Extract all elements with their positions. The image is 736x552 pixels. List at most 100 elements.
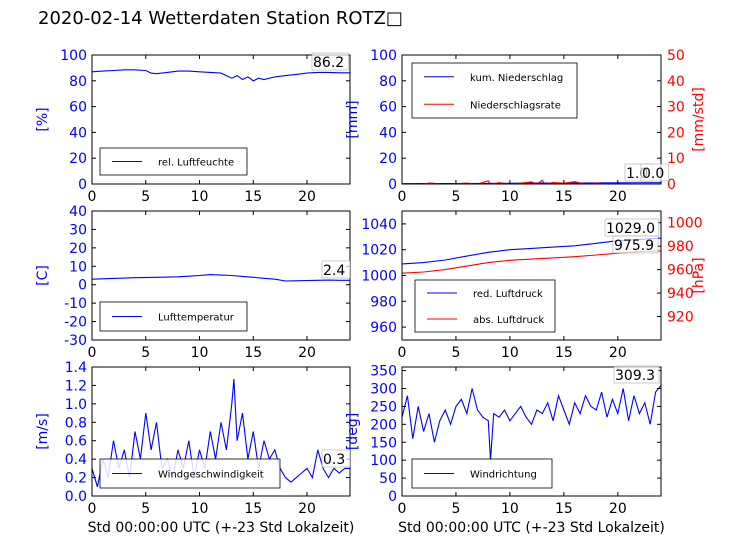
x-tick-label: 10 — [191, 189, 209, 205]
legend: Lufttemperatur — [99, 301, 248, 332]
y-tick-label: 0.4 — [65, 452, 87, 468]
y-tick-label: 150 — [370, 435, 397, 451]
y-tick-label: 980 — [370, 294, 397, 310]
x-tick-label: 20 — [609, 345, 627, 361]
legend: Windgeschwindigkeit — [99, 458, 281, 489]
y-tick-label: 20 — [379, 151, 397, 167]
y-right-tick-label: 20 — [667, 125, 685, 141]
x-tick-label: 5 — [451, 345, 460, 361]
x-tick-label: 10 — [191, 345, 209, 361]
y-tick-label: 0 — [78, 177, 87, 193]
y-tick-label: 1000 — [361, 269, 397, 285]
chart-panel-middle-right: 0 5 10 15 20 960 980 1000 1020 1040 920 940 960 980 10… — [361, 210, 707, 361]
y-tick-label: 1020 — [361, 243, 397, 259]
plot-frame — [91, 54, 351, 185]
x-tick-label: 15 — [244, 345, 262, 361]
x-tick-label: 15 — [555, 501, 573, 517]
series-line-middle-right-1 — [402, 250, 661, 274]
x-tick-label: 5 — [141, 189, 150, 205]
y-tick-label: 300 — [370, 382, 397, 398]
y-right-tick-label: 30 — [667, 100, 685, 116]
y-axis-label: [mm] — [345, 100, 361, 138]
y-tick-label: 0 — [388, 177, 397, 193]
y-tick-label: 30 — [69, 222, 87, 238]
plot-frame — [91, 366, 351, 497]
y-tick-label: 0 — [78, 278, 87, 294]
x-tick-label: 20 — [298, 501, 316, 517]
legend-label: kum. Niederschlag — [470, 73, 563, 84]
y-tick-label: 0 — [388, 489, 397, 505]
y-right-axis-label: [mm/std] — [691, 87, 707, 152]
y-axis-label: [%] — [35, 107, 51, 131]
x-tick-label: 15 — [555, 345, 573, 361]
plot-frame — [401, 366, 662, 497]
y-axis-label: [C] — [35, 265, 51, 286]
x-tick-label: 0 — [88, 189, 97, 205]
current-value-readout: 1029.0 — [606, 221, 655, 237]
y-tick-label: 60 — [69, 100, 87, 116]
y-tick-label: -30 — [64, 333, 87, 349]
legend-label: Lufttemperatur — [158, 313, 235, 324]
y-tick-label: 10 — [69, 259, 87, 275]
y-tick-label: 250 — [370, 399, 397, 415]
y-axis-label: [m/s] — [35, 413, 51, 450]
x-tick-label: 15 — [244, 501, 262, 517]
plot-frame — [401, 54, 662, 185]
legend: kum. Niederschlag Niederschlagsrate — [411, 62, 578, 119]
current-value-readout: 0.3 — [323, 452, 345, 468]
current-value-readout: 975.9 — [614, 238, 654, 254]
x-tick-label: 10 — [501, 189, 519, 205]
legend: rel. Luftfeuchte — [99, 147, 248, 176]
chart-panel-top-right: 0 5 10 15 20 0 20 40 60 80 100 0 10 20 30 40 50 [mm] [mm/s… — [345, 48, 707, 205]
y-tick-label: 1.2 — [65, 378, 87, 394]
legend-label: abs. Luftdruck — [473, 315, 544, 326]
y-tick-label: -10 — [64, 296, 87, 312]
y-tick-label: 100 — [370, 48, 397, 64]
legend-label: Niederschlagsrate — [470, 100, 561, 111]
x-tick-label: 5 — [451, 501, 460, 517]
y-right-tick-label: 980 — [667, 239, 694, 255]
legend: red. Luftdruck abs. Luftdruck — [414, 279, 556, 333]
x-tick-label: 20 — [298, 345, 316, 361]
x-tick-label: 0 — [88, 345, 97, 361]
series-line-bottom-right-0 — [402, 384, 661, 461]
x-tick-label: 0 — [398, 501, 407, 517]
series-line-bottom-left-0 — [92, 378, 350, 487]
y-tick-label: 200 — [370, 417, 397, 433]
y-axis-label: [deg] — [345, 413, 361, 450]
chart-panel-top-left: 0 5 10 15 20 0 20 40 60 80 100 [%] rel. Luftfeuchte 8… — [35, 48, 351, 205]
y-tick-label: 50 — [379, 471, 397, 487]
x-axis-label: Std 00:00:00 UTC (+-23 Std Lokalzeit) — [398, 520, 665, 536]
y-tick-label: 40 — [379, 125, 397, 141]
chart-panel-middle-left: 0 5 10 15 20 -30 -20 -10 0 10 20 30 40 [C] Lufttempera… — [35, 204, 351, 361]
x-axis-label: Std 00:00:00 UTC (+-23 Std Lokalzeit) — [88, 520, 355, 536]
y-tick-label: 100 — [370, 453, 397, 469]
legend-label: Windgeschwindigkeit — [158, 470, 264, 481]
x-tick-label: 20 — [298, 189, 316, 205]
legend-label: Windrichtung — [470, 470, 537, 481]
y-tick-label: 40 — [69, 204, 87, 220]
y-tick-label: 60 — [379, 100, 397, 116]
y-right-tick-label: 50 — [667, 48, 685, 64]
y-right-tick-label: 960 — [667, 263, 694, 279]
legend: Windrichtung — [411, 458, 553, 489]
y-tick-label: 1040 — [361, 217, 397, 233]
figure-title: 2020-02-14 Wetterdaten Station ROTZ□ — [38, 8, 403, 29]
y-right-tick-label: 920 — [667, 310, 694, 326]
x-tick-label: 10 — [501, 501, 519, 517]
current-value-readout: 2.4 — [323, 263, 345, 279]
x-tick-label: 0 — [88, 501, 97, 517]
y-tick-label: 960 — [370, 320, 397, 336]
x-tick-label: 10 — [501, 345, 519, 361]
y-right-tick-label: 0 — [667, 177, 676, 193]
series-line-top-left-0 — [92, 69, 350, 82]
x-tick-label: 0 — [398, 189, 407, 205]
y-tick-label: 0.6 — [65, 434, 87, 450]
y-tick-label: 40 — [69, 125, 87, 141]
y-tick-label: 20 — [69, 151, 87, 167]
x-tick-label: 15 — [244, 189, 262, 205]
y-tick-label: 0.0 — [65, 489, 87, 505]
y-tick-label: 350 — [370, 364, 397, 380]
